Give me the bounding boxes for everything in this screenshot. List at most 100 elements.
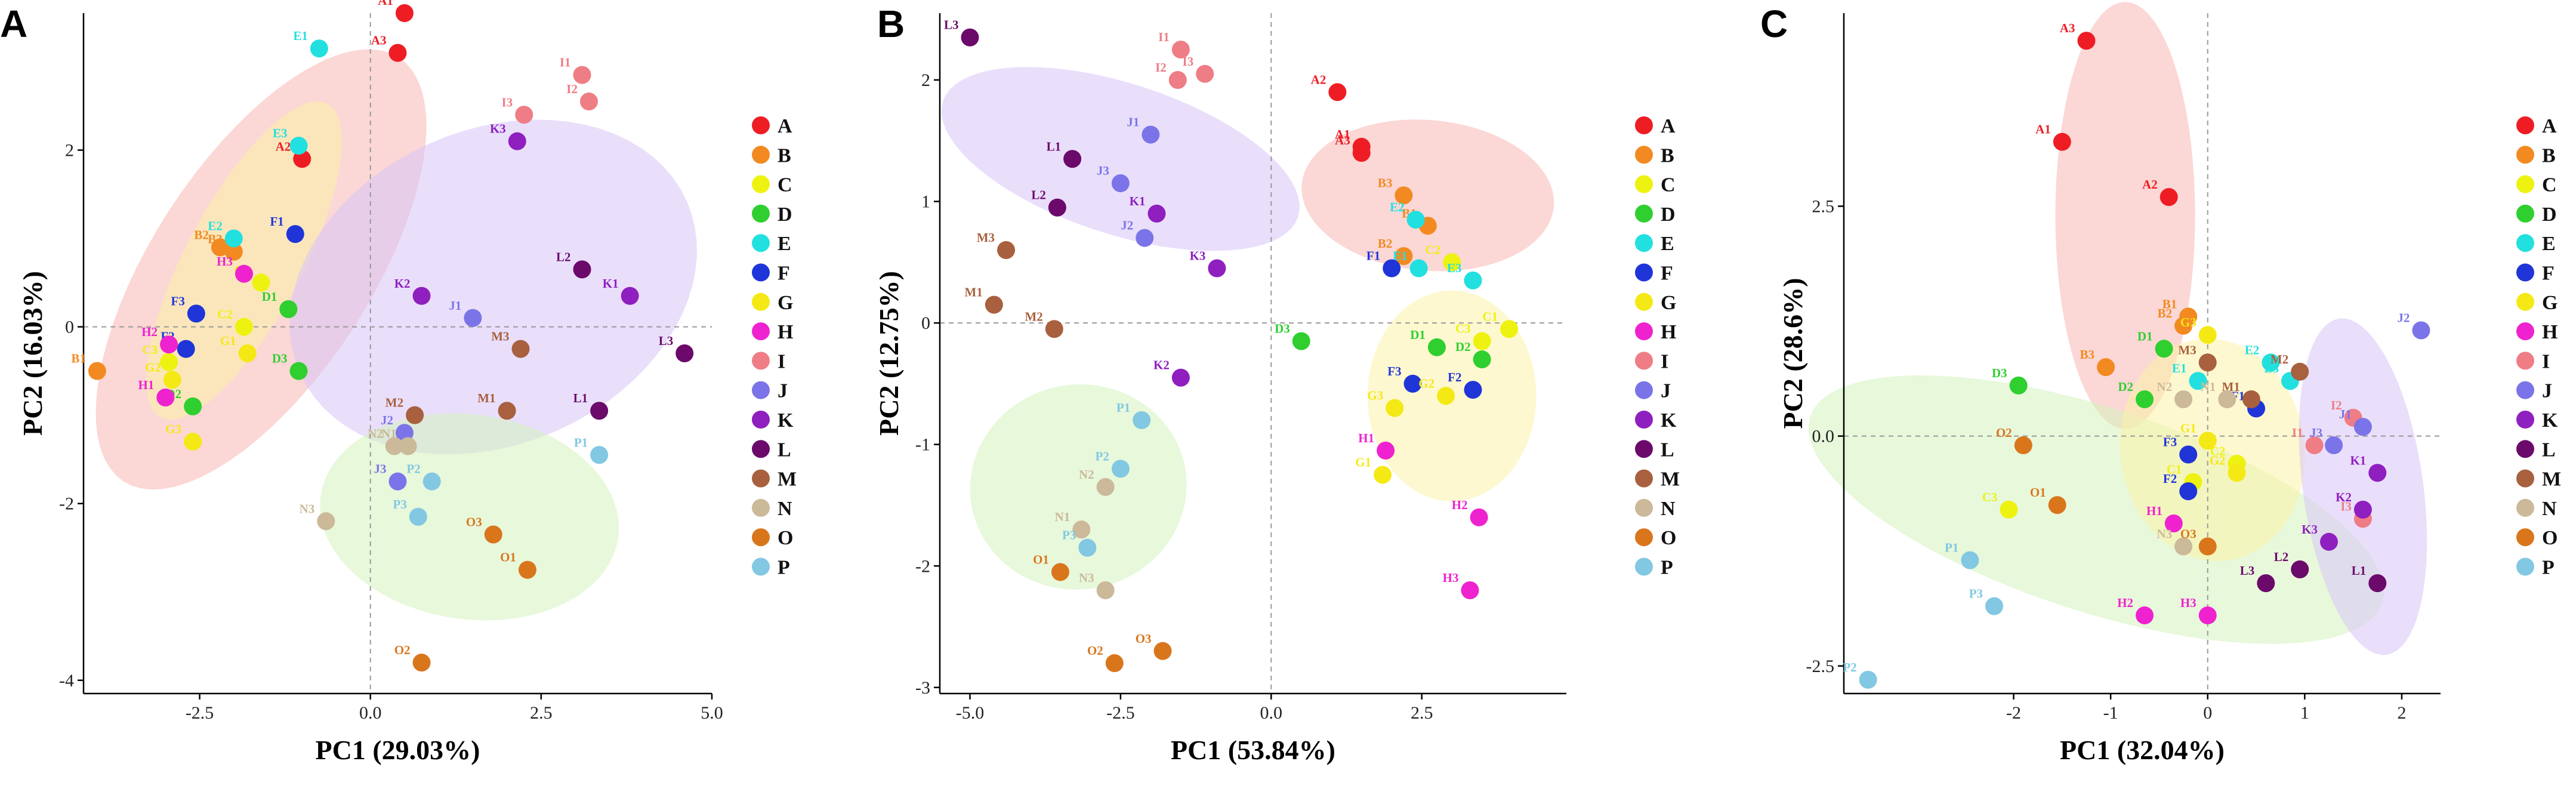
point-label: B3 <box>2080 347 2095 362</box>
legend-marker-n <box>2516 498 2534 517</box>
data-point-h2 <box>1470 508 1488 526</box>
point-label: M2 <box>1025 309 1042 323</box>
point-label: E1 <box>2172 361 2187 375</box>
data-point-a1 <box>2053 132 2071 151</box>
data-point-h2 <box>160 335 178 354</box>
data-point-e2 <box>1406 211 1425 229</box>
legend-label: M <box>778 469 797 491</box>
panel-c: C -2 -1 0 1 2 -2.5 0.0 2.5 PC1 (32.04%) PC2 (28.6… <box>1760 2 2561 765</box>
x-tick-label: 0.0 <box>1260 703 1283 723</box>
legend-label: C <box>778 174 792 196</box>
legend-marker-k <box>752 411 770 429</box>
legend-marker-b <box>1635 146 1653 164</box>
point-label: J3 <box>1097 164 1109 178</box>
y-tick-label: -2 <box>59 494 74 514</box>
point-label: K3 <box>2302 522 2318 537</box>
point-label: D2 <box>1455 340 1471 354</box>
x-tick-label: -1 <box>2103 703 2118 723</box>
point-label: G2 <box>2210 453 2226 467</box>
data-point-a2 <box>1328 83 1347 101</box>
point-label: C3 <box>142 343 158 357</box>
legend-marker-n <box>752 498 770 517</box>
point-label: F3 <box>1387 364 1401 378</box>
point-label: F3 <box>171 294 185 308</box>
data-point-m3 <box>511 340 530 358</box>
legend-marker-j <box>752 381 770 399</box>
point-label: O2 <box>1087 643 1103 658</box>
legend-label: G <box>2542 292 2558 314</box>
data-point-b2 <box>211 238 229 257</box>
legend-label: M <box>2542 469 2561 491</box>
legend-label: F <box>2542 263 2555 285</box>
point-label: A1 <box>2035 122 2051 137</box>
data-point-e3 <box>289 137 308 155</box>
point-label: A2 <box>276 139 291 153</box>
point-label: D1 <box>1410 328 1426 342</box>
data-point-c1 <box>1500 320 1519 338</box>
point-label: P1 <box>1945 541 1958 555</box>
legend-marker-k <box>1635 411 1653 429</box>
data-point-e1 <box>2189 372 2207 390</box>
data-point-o1 <box>2048 496 2066 514</box>
data-point-m2 <box>406 406 424 424</box>
data-point-k3 <box>2320 532 2339 551</box>
x-tick-label: 2 <box>2397 703 2406 723</box>
data-point-k1 <box>621 286 639 305</box>
legend-label: P <box>778 557 790 579</box>
point-label: P1 <box>574 435 588 449</box>
legend-marker-o <box>752 528 770 547</box>
point-label: I3 <box>1183 54 1194 69</box>
data-point-c3 <box>2000 500 2018 519</box>
point-label: O3 <box>466 515 482 529</box>
x-tick-label: 1 <box>2300 703 2309 723</box>
point-label: P1 <box>1116 400 1130 415</box>
data-point-l3 <box>2257 574 2275 593</box>
data-point-d3 <box>1292 332 1310 350</box>
point-label: H3 <box>2180 596 2196 610</box>
point-label: C1 <box>1482 309 1498 323</box>
data-point-f3 <box>187 304 205 323</box>
legend-marker-i <box>1635 352 1653 370</box>
data-point-f2 <box>177 340 195 358</box>
point-label: G1 <box>1355 455 1371 470</box>
point-label: L1 <box>2352 563 2367 578</box>
point-label: J2 <box>1121 218 1133 233</box>
point-label: D3 <box>1275 322 1290 336</box>
point-label: C3 <box>1455 322 1471 336</box>
data-point-m2 <box>1045 320 1063 338</box>
data-point-e1 <box>310 39 328 58</box>
legend-label: L <box>778 439 791 461</box>
data-point-e3 <box>1464 271 1482 289</box>
data-point-i1 <box>573 66 591 84</box>
data-point-l3 <box>675 344 694 362</box>
legend-marker-f <box>752 263 770 282</box>
data-point-k2 <box>412 286 431 305</box>
data-point-b2 <box>1395 247 1413 266</box>
legend-marker-i <box>2516 352 2534 370</box>
legend-label: L <box>1661 439 1674 461</box>
point-label: K3 <box>1190 249 1206 263</box>
data-point-e2 <box>2262 353 2280 372</box>
legend-label: A <box>1661 115 1676 137</box>
data-point-p1 <box>1961 551 1979 569</box>
legend-label: K <box>2542 409 2558 432</box>
legend-label: O <box>778 527 793 549</box>
data-point-f3 <box>2179 445 2198 464</box>
point-label: A3 <box>2060 21 2075 35</box>
point-label: A1 <box>378 0 393 8</box>
data-point-l2 <box>2291 560 2309 579</box>
point-label: G2 <box>1418 376 1434 390</box>
legend-marker-p <box>1635 557 1653 576</box>
point-label: L3 <box>944 18 959 32</box>
data-point-n2 <box>385 437 403 455</box>
point-label: B2 <box>194 227 209 242</box>
point-label: G3 <box>2180 315 2196 329</box>
x-tick-label: 2.5 <box>1411 703 1433 723</box>
legend-label: H <box>778 321 793 343</box>
data-point-i2 <box>1168 70 1187 89</box>
x-axis-title: PC1 (29.03%) <box>316 735 480 765</box>
point-label: E2 <box>2245 343 2260 357</box>
data-point-n2 <box>1096 477 1115 496</box>
y-tick-label: 0 <box>65 318 74 337</box>
point-label: K1 <box>1130 194 1146 208</box>
